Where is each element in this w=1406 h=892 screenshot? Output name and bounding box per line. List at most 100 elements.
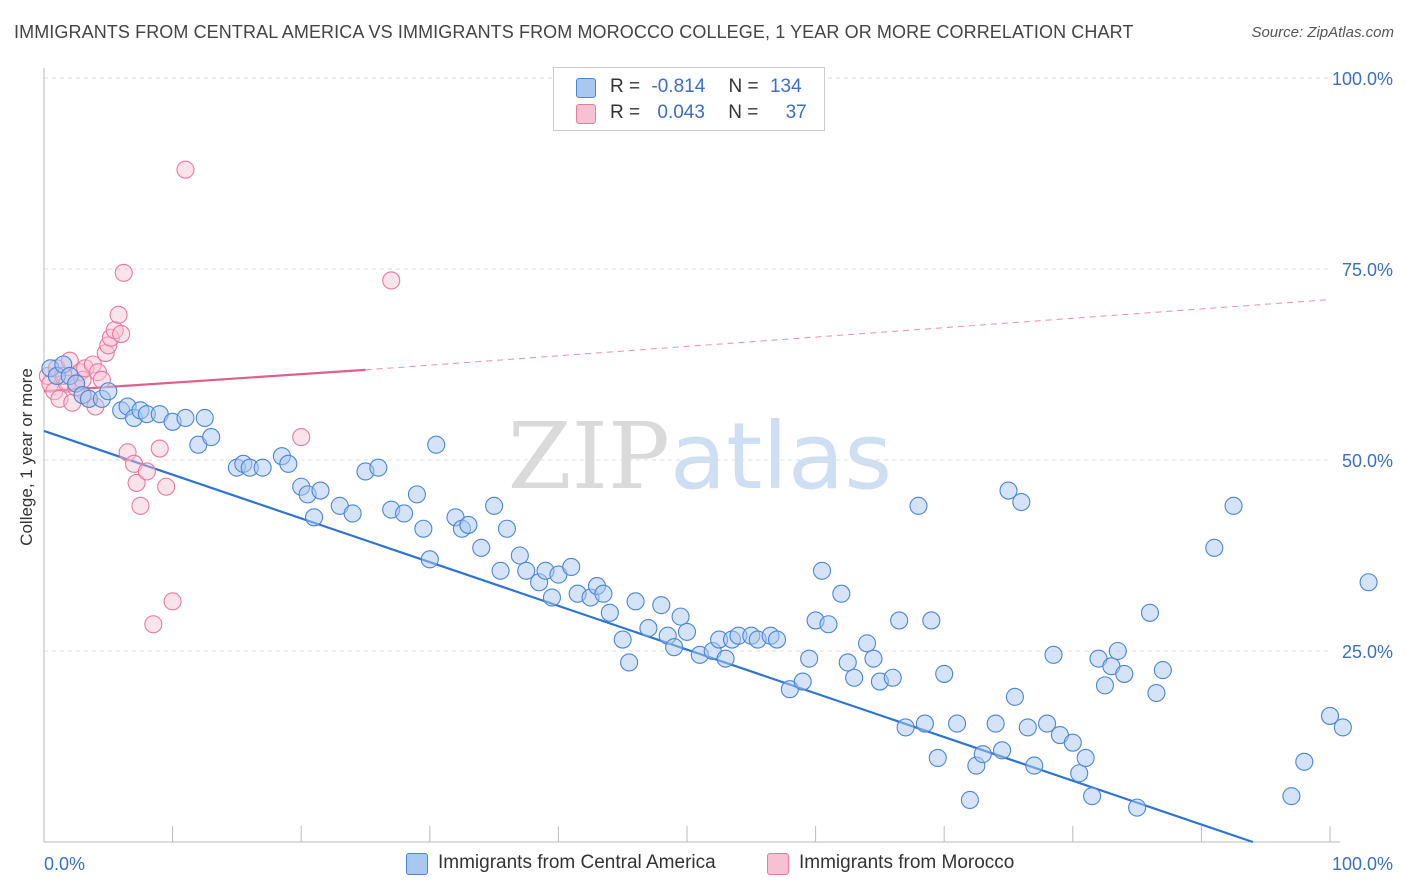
bottom-legend-label: Immigrants from Morocco	[799, 852, 1015, 873]
source-label: Source: ZipAtlas.com	[1251, 24, 1394, 41]
central-america-point	[993, 741, 1012, 760]
legend-swatch-pink	[576, 104, 596, 124]
central-america-point	[1128, 798, 1147, 817]
legend-r-label: R =	[610, 102, 641, 123]
central-america-point	[960, 790, 979, 810]
central-america-point	[485, 496, 504, 515]
central-america-point	[1359, 573, 1378, 592]
y-tick-label: 100.0%	[1332, 69, 1393, 89]
central-america-point	[414, 519, 433, 538]
central-america-point	[909, 496, 928, 515]
central-america-point	[845, 668, 864, 687]
central-america-point	[832, 584, 851, 603]
central-america-point	[1295, 752, 1314, 771]
legend-n-label: N =	[728, 102, 759, 123]
central-america-point	[1153, 661, 1172, 680]
central-america-point	[395, 504, 414, 523]
central-america-point	[857, 634, 877, 653]
central-america-point	[1095, 676, 1114, 695]
y-tick-label: 75.0%	[1342, 260, 1393, 280]
central-america-point	[716, 649, 735, 668]
central-america-point	[594, 584, 613, 603]
central-america-point	[671, 607, 690, 626]
morocco-trend-extension	[365, 299, 1331, 371]
central-america-point	[1025, 756, 1044, 775]
central-america-point	[883, 668, 902, 687]
central-america-point	[838, 653, 857, 672]
central-america-point	[1044, 645, 1063, 664]
central-america-point	[1076, 748, 1095, 768]
legend-n-label: N =	[728, 76, 759, 97]
central-america-point	[1083, 787, 1102, 806]
central-america-point	[1070, 764, 1089, 783]
central-america-point	[1018, 718, 1037, 737]
central-america-point	[986, 714, 1005, 733]
central-america-point	[600, 603, 619, 622]
central-america-point	[626, 592, 645, 611]
morocco-point	[118, 443, 137, 462]
central-america-point	[491, 561, 510, 580]
central-america-point	[1063, 733, 1082, 752]
central-america-point	[472, 538, 491, 557]
tick-labels: 25.0% 50.0% 75.0% 100.0% 0.0% 100.0%	[44, 69, 1393, 874]
central-america-point	[369, 458, 388, 477]
morocco-point	[109, 305, 128, 324]
central-america-point	[915, 714, 934, 733]
central-america-point	[896, 718, 915, 737]
central-america-point	[677, 622, 697, 641]
central-america-point	[812, 561, 832, 580]
central-america-point	[459, 515, 478, 534]
morocco-point	[144, 615, 163, 634]
central-america-point	[864, 649, 883, 668]
central-america-point	[793, 672, 812, 691]
central-america-point	[407, 485, 426, 504]
morocco-point	[176, 160, 195, 179]
central-america-point	[517, 561, 536, 580]
central-america-point	[973, 745, 992, 764]
central-america-point	[1108, 641, 1127, 661]
central-america-point	[922, 611, 941, 630]
central-america-point	[1224, 496, 1243, 515]
central-america-point	[767, 630, 787, 649]
morocco-point	[137, 462, 156, 481]
morocco-point	[382, 271, 401, 290]
morocco-point	[163, 592, 182, 611]
y-tick-label: 50.0%	[1342, 451, 1393, 471]
central-america-point	[1282, 787, 1301, 806]
central-america-point	[1115, 664, 1134, 683]
watermark: ZIPatlas	[508, 403, 893, 510]
bottom-legend-swatch-blue	[406, 853, 428, 875]
central-america-point	[1333, 718, 1352, 737]
chart-title: IMMIGRANTS FROM CENTRAL AMERICA VS IMMIG…	[14, 22, 1134, 42]
legend-n-value: 134	[769, 76, 802, 97]
central-america-point	[948, 714, 967, 733]
x-tick-label: 100.0%	[1332, 854, 1393, 874]
central-america-point	[665, 638, 684, 657]
legend-swatch-blue	[576, 78, 596, 98]
central-america-point	[420, 550, 439, 569]
central-america-point	[176, 408, 195, 428]
legend-r-value: -0.814	[651, 76, 706, 97]
central-america-point	[928, 748, 947, 768]
central-america-point	[1205, 538, 1224, 557]
bottom-legend-swatch-pink	[767, 853, 789, 875]
bottom-legend-label: Immigrants from Central America	[438, 852, 716, 873]
central-america-points	[41, 355, 1378, 817]
central-america-point	[253, 458, 272, 477]
morocco-point	[127, 473, 146, 492]
central-america-point	[999, 481, 1018, 500]
x-tick-label: 0.0%	[44, 854, 85, 874]
morocco-point	[150, 439, 169, 458]
morocco-point	[292, 428, 311, 447]
grid-lines	[44, 77, 1330, 652]
central-america-point	[1147, 683, 1166, 703]
central-america-point	[800, 649, 819, 668]
central-america-point	[311, 481, 330, 500]
central-america-point	[620, 653, 639, 672]
morocco-point	[157, 477, 176, 496]
central-america-point	[819, 615, 838, 634]
correlation-legend: R = -0.814 N = 134 R = 0.043 N = 37	[553, 67, 825, 131]
central-america-point	[613, 630, 632, 649]
central-america-point	[1005, 687, 1024, 706]
